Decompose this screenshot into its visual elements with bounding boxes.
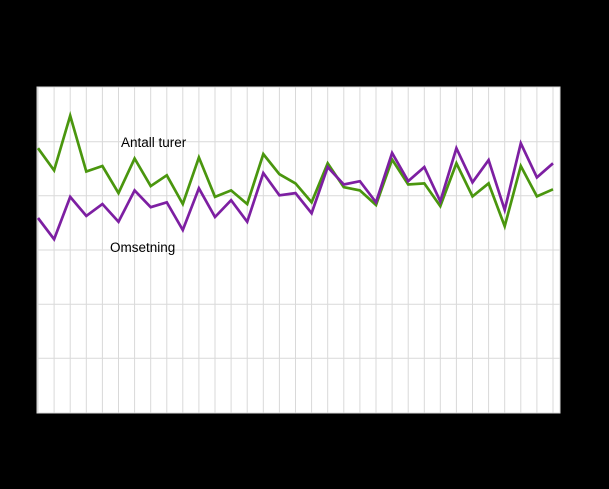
omsetning-line — [36, 139, 554, 242]
antall-turer-label: Antall turer — [121, 135, 187, 150]
omsetning-label: Omsetning — [110, 240, 175, 255]
antall-turer-line — [36, 110, 554, 231]
